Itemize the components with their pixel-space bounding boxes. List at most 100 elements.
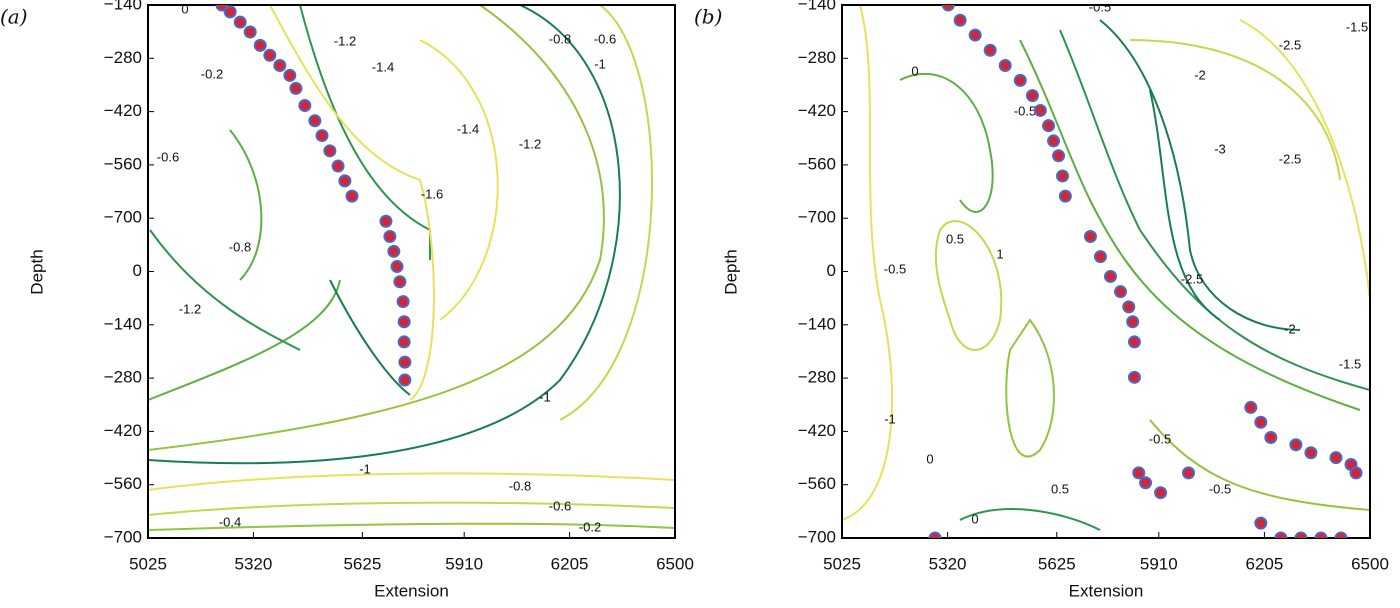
well-point — [1334, 531, 1348, 538]
y-tick-label: −140 — [798, 314, 836, 333]
y-tick-label: −560 — [104, 474, 142, 493]
well-point — [289, 81, 303, 95]
contour-label: -2 — [1194, 67, 1206, 82]
well-point — [1042, 119, 1056, 133]
contour-line — [229, 129, 263, 281]
contour-label: -1 — [884, 411, 896, 426]
well-point — [397, 335, 411, 349]
x-tick-label: 5910 — [1140, 554, 1178, 573]
well-point — [298, 99, 312, 113]
well-point — [398, 373, 412, 387]
y-tick-label: −560 — [104, 154, 142, 173]
well-point — [1154, 486, 1168, 500]
contour-line — [559, 5, 654, 421]
y-tick-label: −700 — [798, 208, 836, 227]
well-point — [383, 229, 397, 243]
panel: -0.5 -1.5 -2.5 -2 -2.5 -3 -2.5 -2 -1.5 0.5 1 0 -0.5 -… — [694, 0, 1389, 600]
x-tick-label: 5320 — [234, 554, 272, 573]
y-tick-label: −280 — [798, 48, 836, 67]
x-tick-label: 6500 — [656, 554, 694, 573]
contour-label: -1 — [359, 461, 371, 476]
points — [928, 5, 1363, 538]
y-tick-label: −700 — [798, 527, 836, 546]
contour-line — [1129, 39, 1341, 181]
panel-label: (b) — [694, 5, 722, 29]
contour-line — [148, 522, 675, 531]
well-point — [393, 275, 407, 289]
well-point — [998, 59, 1012, 73]
well-point — [1083, 229, 1097, 243]
panel: 0 -0.6 -0.8 -1.4 -1 -1.2 -1.4 -1.6 -0.6 -0.8 -1.2 -… — [0, 0, 694, 600]
well-point — [928, 531, 942, 538]
contour-label: -0.6 — [549, 498, 571, 513]
contour-label: -0.2 — [579, 519, 601, 534]
contour-label: -1.2 — [519, 136, 541, 151]
y-tick-label: −280 — [798, 368, 836, 387]
contour-line — [1019, 39, 1361, 411]
well-point — [1244, 400, 1258, 414]
well-point — [1127, 370, 1141, 384]
well-point — [983, 43, 997, 57]
well-point — [379, 214, 393, 228]
contour-label: -0.8 — [549, 31, 571, 46]
well-point — [308, 114, 322, 128]
well-point — [968, 28, 982, 42]
well-point — [1093, 250, 1107, 264]
well-point — [941, 5, 955, 12]
contour-line — [269, 5, 435, 401]
contour-label: -0.5 — [1014, 103, 1036, 118]
y-tick-label: −420 — [104, 421, 142, 440]
y-tick-label: −700 — [104, 527, 142, 546]
well-point — [396, 295, 410, 309]
well-point — [1254, 415, 1268, 429]
contour-label: -0.6 — [594, 31, 616, 46]
y-tick-label: −280 — [104, 48, 142, 67]
contour-line — [1149, 419, 1370, 511]
well-point — [1139, 476, 1153, 490]
plot-frame — [841, 4, 1371, 539]
well-point — [233, 15, 247, 29]
contour-label: 0 — [911, 63, 918, 78]
y-tick-label: −560 — [798, 154, 836, 173]
y-tick-label: −140 — [104, 0, 142, 13]
contour-label: -0.5 — [1209, 481, 1231, 496]
well-point — [398, 355, 412, 369]
contour-label: -1.6 — [421, 186, 443, 201]
contour-label: -1.4 — [372, 59, 394, 74]
contour-line — [148, 501, 675, 516]
contour-line — [1239, 19, 1370, 301]
well-point — [387, 244, 401, 258]
y-tick-label: −140 — [104, 314, 142, 333]
contours: -0.5 -1.5 -2.5 -2 -2.5 -3 -2.5 -2 -1.5 0.5 1 0 -0.5 -… — [842, 5, 1370, 531]
contour-line — [419, 39, 499, 321]
well-point — [1103, 269, 1117, 283]
well-point — [1033, 103, 1047, 117]
well-point — [223, 5, 237, 19]
well-point — [1349, 466, 1363, 480]
contour-label: 0 — [926, 451, 933, 466]
well-point — [1329, 451, 1343, 465]
y-tick-label: 0 — [827, 261, 836, 280]
contour-line — [1059, 29, 1370, 391]
well-point — [323, 144, 337, 158]
contour-label: -3 — [1214, 141, 1226, 156]
well-point — [253, 38, 267, 52]
points — [215, 5, 412, 387]
x-tick-label: 5625 — [1038, 554, 1076, 573]
well-point — [283, 68, 297, 82]
contour-line — [299, 5, 431, 260]
well-point — [1264, 430, 1278, 444]
contour-line — [959, 508, 1101, 531]
well-point — [1013, 73, 1027, 87]
contour-label: -0.2 — [201, 66, 223, 81]
well-point — [1122, 300, 1136, 314]
contour-line — [842, 5, 894, 521]
contour-label: -2.5 — [1279, 37, 1301, 52]
x-tick-label: 6205 — [1245, 554, 1283, 573]
contour-label: -0.5 — [1149, 431, 1171, 446]
contour-line — [1099, 19, 1301, 331]
well-point — [315, 129, 329, 143]
well-point — [1182, 466, 1196, 480]
well-point — [1132, 466, 1146, 480]
